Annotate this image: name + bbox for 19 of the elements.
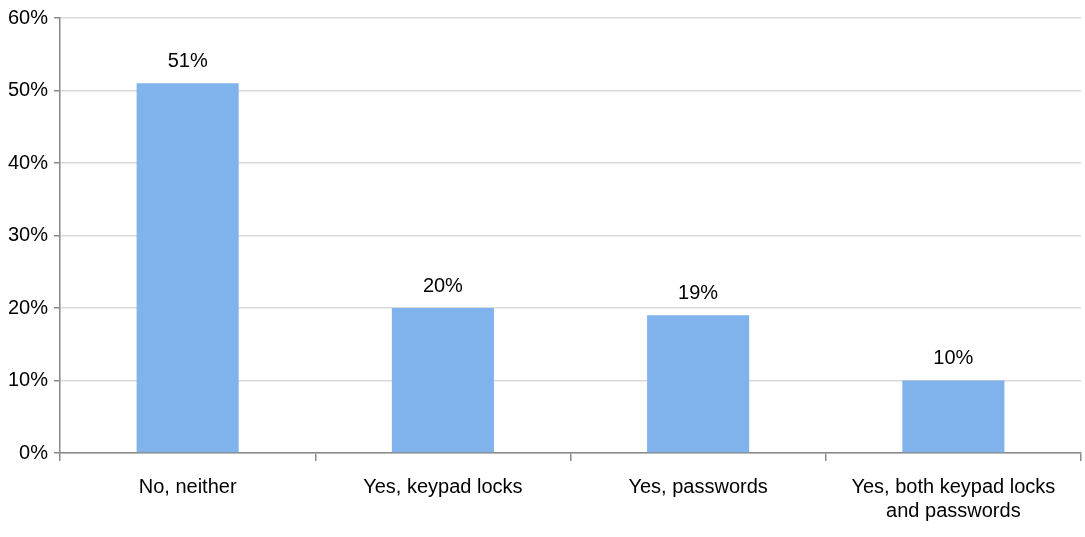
data-label: 19% [678,280,719,303]
y-tick-label: 30% [8,223,49,246]
bar [647,315,750,453]
y-tick-label: 40% [8,150,49,173]
bar [902,380,1005,453]
y-tick-label: 50% [8,78,49,101]
bar [391,308,494,453]
data-label: 10% [933,346,974,369]
y-tick-label: 0% [19,440,49,463]
x-tick-label: Yes, keypad locks [363,474,523,497]
x-tick-label: Yes, both keypad locks and passwords [851,474,1056,521]
y-tick-label: 10% [8,368,49,391]
y-tick-label: 20% [8,295,49,318]
data-label: 20% [422,273,464,296]
data-label: 51% [167,48,208,71]
x-tick-label: No, neither [138,474,237,497]
x-tick-label: Yes, passwords [628,474,768,497]
bar [136,83,239,453]
y-tick-label: 60% [8,5,49,28]
